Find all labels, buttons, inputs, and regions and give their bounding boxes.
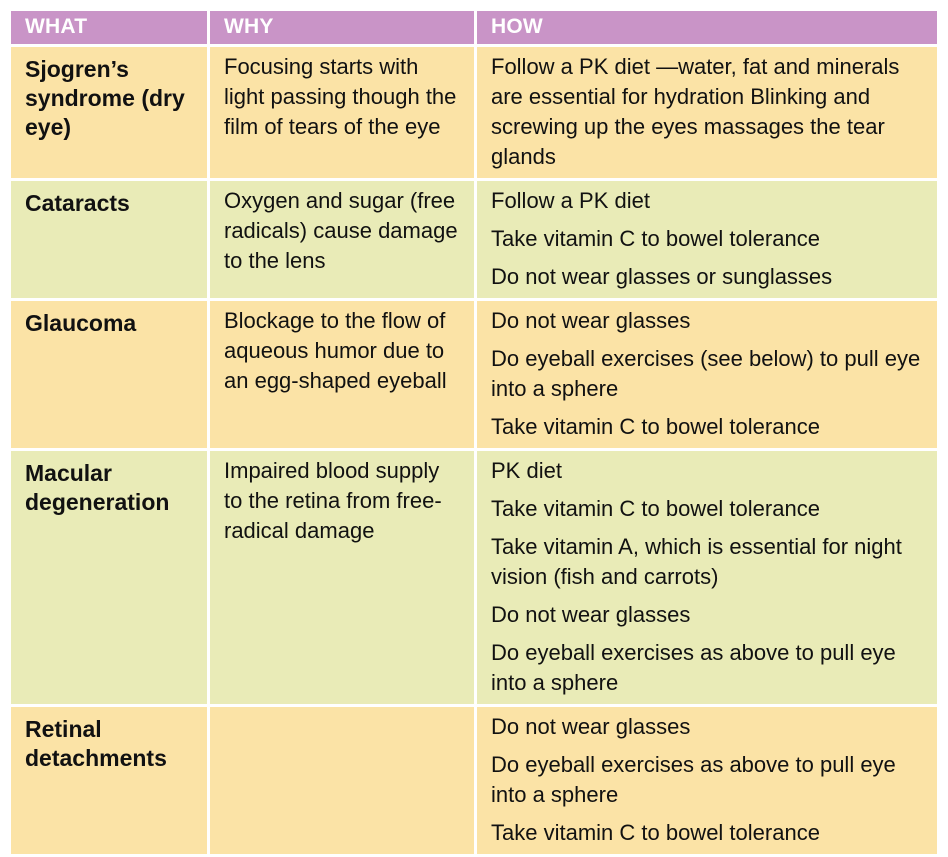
header-what: WHAT [11, 11, 207, 44]
header-why: WHY [210, 11, 474, 44]
condition-treatment: Do not wear glasses Do eyeball exercises … [477, 707, 937, 854]
condition-name: Retinal detachments [11, 707, 207, 854]
table-row: Retinal detachments Do not wear glasses Do… [11, 707, 937, 854]
condition-treatment: Follow a PK diet Take vitamin C to bowel … [477, 181, 937, 298]
treatment-item: Do eyeball exercises (see below) to pull… [491, 346, 921, 401]
table-row: Macular degeneration Impaired blood suppl… [11, 451, 937, 704]
header-how: HOW [477, 11, 937, 44]
condition-cause [210, 707, 474, 854]
condition-name: Sjogren’s syndrome (dry eye) [11, 47, 207, 178]
document-page: WHAT WHY HOW Sjogren’s syndrome (dry eye… [11, 11, 937, 854]
condition-name: Cataracts [11, 181, 207, 298]
condition-name: Macular degeneration [11, 451, 207, 704]
table-body: Sjogren’s syndrome (dry eye) Focusing sta… [11, 47, 937, 854]
eye-conditions-table: WHAT WHY HOW Sjogren’s syndrome (dry eye… [8, 8, 940, 857]
table-row: Glaucoma Blockage to the flow of aqueous … [11, 301, 937, 448]
condition-treatment: Do not wear glasses Do eyeball exercises … [477, 301, 937, 448]
treatment-item: Follow a PK diet [491, 188, 650, 213]
treatment-item: Do not wear glasses [491, 602, 691, 627]
treatment-item: PK diet [491, 458, 562, 483]
table-row: Cataracts Oxygen and sugar (free radicals… [11, 181, 937, 298]
treatment-item: Do eyeball exercises as above to pull ey… [491, 640, 896, 695]
table-header: WHAT WHY HOW [11, 11, 937, 44]
table-row: Sjogren’s syndrome (dry eye) Focusing sta… [11, 47, 937, 178]
treatment-item: Take vitamin A, which is essential for n… [491, 534, 902, 589]
header-row: WHAT WHY HOW [11, 11, 937, 44]
treatment-item: Do not wear glasses or sunglasses [491, 264, 833, 289]
condition-cause: Blockage to the flow of aqueous humor du… [210, 301, 474, 448]
condition-cause: Impaired blood supply to the retina from… [210, 451, 474, 704]
treatment-item: Do not wear glasses [491, 714, 691, 739]
treatment-item: Take vitamin C to bowel tolerance [491, 414, 820, 439]
treatment-item: Take vitamin C to bowel tolerance [491, 820, 820, 845]
condition-name: Glaucoma [11, 301, 207, 448]
condition-treatment: Follow a PK diet —water, fat and mineral… [477, 47, 937, 178]
treatment-item: Take vitamin C to bowel tolerance [491, 496, 820, 521]
condition-treatment: PK diet Take vitamin C to bowel tolerance… [477, 451, 937, 704]
condition-cause: Focusing starts with light passing thoug… [210, 47, 474, 178]
treatment-item: Follow a PK diet —water, fat and mineral… [491, 54, 900, 169]
treatment-item: Take vitamin C to bowel tolerance [491, 226, 820, 251]
treatment-item: Do not wear glasses [491, 308, 691, 333]
condition-cause: Oxygen and sugar (free radicals) cause d… [210, 181, 474, 298]
treatment-item: Do eyeball exercises as above to pull ey… [491, 752, 896, 807]
